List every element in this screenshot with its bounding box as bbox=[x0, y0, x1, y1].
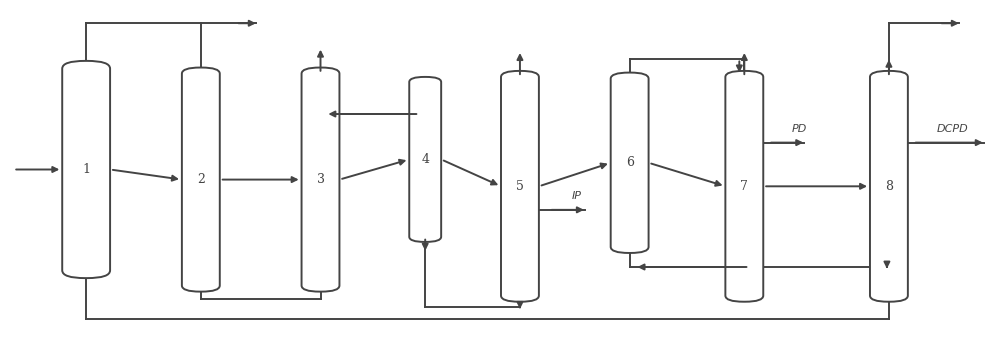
FancyBboxPatch shape bbox=[725, 71, 763, 302]
Text: 8: 8 bbox=[885, 180, 893, 193]
Text: IP: IP bbox=[572, 192, 582, 201]
Text: 7: 7 bbox=[740, 180, 748, 193]
Text: 2: 2 bbox=[197, 173, 205, 186]
Text: PD: PD bbox=[792, 124, 808, 134]
Text: 1: 1 bbox=[82, 163, 90, 176]
Text: 3: 3 bbox=[316, 173, 324, 186]
FancyBboxPatch shape bbox=[62, 61, 110, 278]
FancyBboxPatch shape bbox=[611, 73, 649, 253]
Text: 6: 6 bbox=[626, 156, 634, 169]
FancyBboxPatch shape bbox=[501, 71, 539, 302]
Text: DCPD: DCPD bbox=[937, 124, 969, 134]
FancyBboxPatch shape bbox=[182, 67, 220, 292]
FancyBboxPatch shape bbox=[302, 67, 339, 292]
FancyBboxPatch shape bbox=[870, 71, 908, 302]
Text: 5: 5 bbox=[516, 180, 524, 193]
Text: 4: 4 bbox=[421, 153, 429, 166]
FancyBboxPatch shape bbox=[409, 77, 441, 242]
